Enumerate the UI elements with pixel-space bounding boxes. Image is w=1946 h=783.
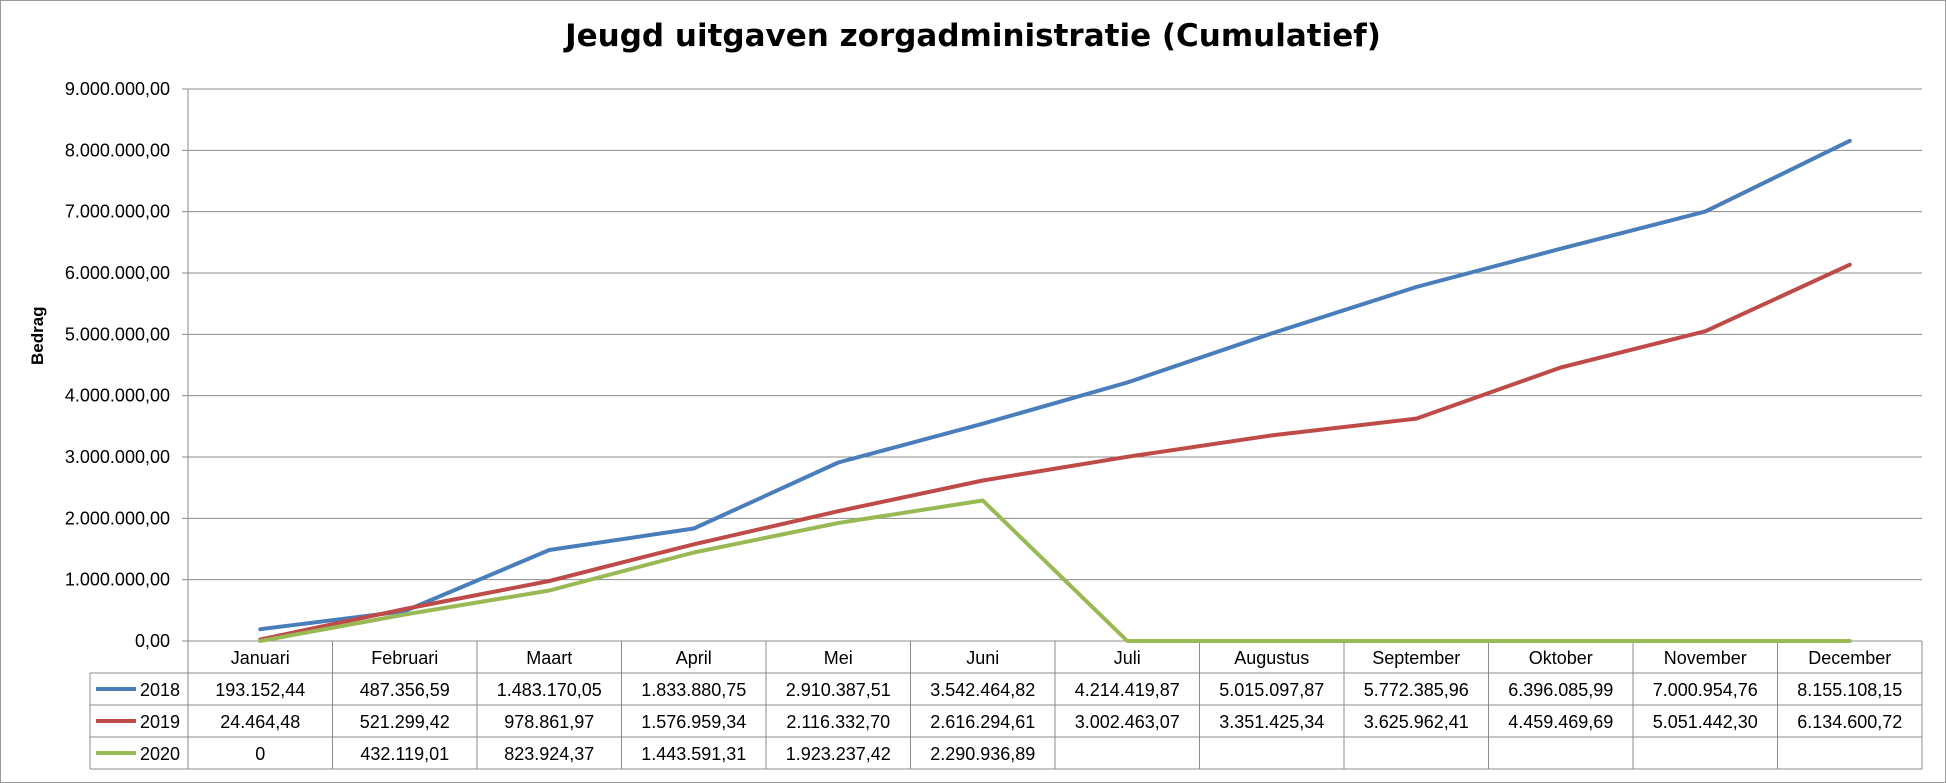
y-tick-label: 0,00 (135, 631, 170, 651)
data-point-2020 (1848, 639, 1852, 643)
data-point-2020 (981, 498, 985, 502)
data-label: 1.483.170,05 (497, 680, 602, 700)
x-tick-label: December (1808, 648, 1891, 668)
data-point-2020 (836, 521, 840, 525)
data-point-2018 (1848, 139, 1852, 143)
series-line-2018 (258, 138, 1852, 632)
y-tick-label: 8.000.000,00 (65, 140, 170, 160)
data-label: 6.134.600,72 (1797, 712, 1902, 732)
data-label: 1.443.591,31 (641, 744, 746, 764)
data-label: 5.051.442,30 (1653, 712, 1758, 732)
data-label: 823.924,37 (504, 744, 594, 764)
data-label: 3.625.962,41 (1364, 712, 1469, 732)
data-point-2019 (1414, 417, 1418, 421)
data-point-2019 (1703, 329, 1707, 333)
legend-label-2019: 2019 (140, 712, 180, 732)
data-point-2020 (1559, 639, 1563, 643)
data-label: 521.299,42 (360, 712, 450, 732)
x-tick-label: Mei (824, 648, 853, 668)
data-point-2019 (836, 509, 840, 513)
data-label: 2.910.387,51 (786, 680, 891, 700)
data-table: Januari Februari Maart April Mei Juni Juli Augu… (89, 640, 1923, 770)
x-tick-label: Oktober (1529, 648, 1593, 668)
data-label: 3.002.463,07 (1075, 712, 1180, 732)
data-point-2019 (981, 479, 985, 483)
x-tick-label: Februari (371, 648, 438, 668)
data-point-2018 (547, 548, 551, 552)
data-label: 487.356,59 (360, 680, 450, 700)
data-point-2019 (1270, 433, 1274, 437)
data-label: 5.772.385,96 (1364, 680, 1469, 700)
data-label: 8.155.108,15 (1797, 680, 1902, 700)
chart-title: Jeugd uitgaven zorgadministratie (Cumula… (565, 18, 1381, 54)
data-label: 7.000.954,76 (1653, 680, 1758, 700)
data-point-2020 (1414, 639, 1418, 643)
data-point-2020 (1270, 639, 1274, 643)
data-point-2018 (692, 527, 696, 531)
data-point-2019 (692, 542, 696, 546)
data-label: 5.015.097,87 (1219, 680, 1324, 700)
y-tick-label: 7.000.000,00 (65, 202, 170, 222)
series-lines (258, 138, 1852, 643)
data-point-2020 (403, 612, 407, 616)
data-label: 4.214.419,87 (1075, 680, 1180, 700)
data-point-2020 (547, 588, 551, 592)
series-line-2020 (258, 498, 1852, 643)
data-label: 2.116.332,70 (786, 712, 890, 732)
data-label: 6.396.085,99 (1508, 680, 1613, 700)
x-tick-label: Augustus (1234, 648, 1309, 668)
x-tick-label: April (676, 648, 712, 668)
data-point-2018 (1414, 285, 1418, 289)
data-point-2020 (1125, 639, 1129, 643)
x-tick-label: Juni (966, 648, 999, 668)
y-tick-label: 3.000.000,00 (65, 447, 170, 467)
gridlines (182, 88, 1922, 642)
data-point-2020 (258, 639, 262, 643)
x-tick-label: Maart (526, 648, 572, 668)
data-label: 193.152,44 (215, 680, 305, 700)
series-line-2019 (258, 262, 1852, 642)
data-point-2019 (403, 607, 407, 611)
data-point-2018 (1270, 331, 1274, 335)
y-tick-label: 9.000.000,00 (65, 79, 170, 99)
data-point-2018 (258, 627, 262, 631)
data-label: 432.119,01 (360, 744, 449, 764)
data-label: 2.616.294,61 (930, 712, 1035, 732)
data-point-2019 (547, 579, 551, 583)
data-label: 2.290.936,89 (930, 744, 1035, 764)
y-axis-ticks: 0,00 1.000.000,00 2.000.000,00 3.000.000,00… (65, 79, 170, 651)
data-point-2020 (692, 550, 696, 554)
y-tick-label: 4.000.000,00 (65, 386, 170, 406)
data-label: 24.464,48 (220, 712, 300, 732)
data-label: 1.833.880,75 (641, 680, 746, 700)
legend-label-2018: 2018 (140, 680, 180, 700)
y-tick-label: 1.000.000,00 (65, 570, 170, 590)
x-tick-label: September (1372, 648, 1460, 668)
x-tick-label: November (1664, 648, 1747, 668)
data-label: 978.861,97 (504, 712, 594, 732)
data-point-2018 (1125, 381, 1129, 385)
data-label: 3.542.464,82 (930, 680, 1035, 700)
data-point-2018 (1703, 210, 1707, 214)
y-tick-label: 5.000.000,00 (65, 324, 170, 344)
data-point-2019 (1848, 263, 1852, 267)
data-label: 4.459.469,69 (1508, 712, 1613, 732)
y-tick-label: 6.000.000,00 (65, 263, 170, 283)
data-label: 1.923.237,42 (786, 744, 891, 764)
data-point-2018 (836, 460, 840, 464)
data-label: 0 (255, 744, 265, 764)
data-point-2019 (1125, 455, 1129, 459)
x-tick-label: Juli (1114, 648, 1141, 668)
y-tick-label: 2.000.000,00 (65, 508, 170, 528)
data-point-2018 (1559, 247, 1563, 251)
x-tick-label: Januari (231, 648, 290, 668)
data-point-2020 (1703, 639, 1707, 643)
data-point-2018 (981, 422, 985, 426)
data-label: 1.576.959,34 (641, 712, 746, 732)
data-point-2019 (1559, 365, 1563, 369)
legend-label-2020: 2020 (140, 744, 180, 764)
data-label: 3.351.425,34 (1219, 712, 1324, 732)
